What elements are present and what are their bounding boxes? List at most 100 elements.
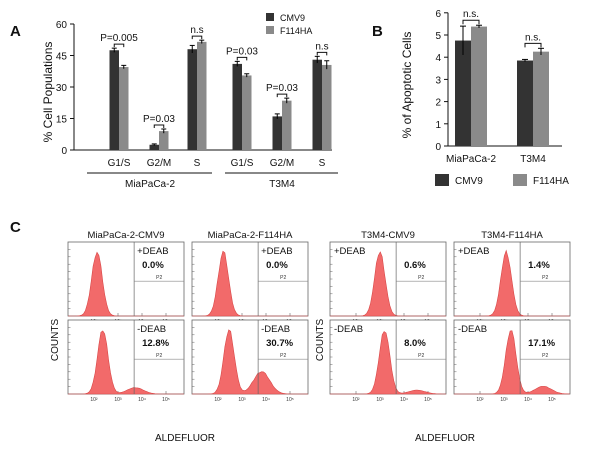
histogram-title: MiaPaCa-2-F114HA <box>208 230 293 241</box>
panel-b-y-tick-label: 2 <box>435 98 441 109</box>
panel-a-bar-f114ha <box>197 41 207 150</box>
panel-b-significance-bracket <box>524 42 542 48</box>
panel-a-bar-cmv9 <box>232 63 242 150</box>
histogram-area <box>192 250 308 317</box>
panel-b-y-tick-label: 3 <box>435 75 441 86</box>
histogram-x-tick-label: 10² <box>352 397 360 403</box>
panel-a-category-label: G2/M <box>270 158 294 169</box>
histogram-panel: 10² 10³ 10⁴ 10⁵ P2 -DEAB 8.0% <box>329 319 447 403</box>
panel-c-left-x-axis-label: ALDEFLUOR <box>155 433 215 444</box>
panel-a-bar-f114ha <box>242 75 252 150</box>
histogram-condition-label: -DEAB <box>458 324 487 335</box>
histogram-panel: 10² 10³ 10⁴ 10⁵ P2 -DEAB 12.8% <box>67 319 185 403</box>
histogram-gate-label: P2 <box>418 353 424 359</box>
histogram-percent-label: 0.0% <box>142 260 164 271</box>
panel-a-significance-label: n.s <box>190 25 203 36</box>
panel-a-y-tick-label: 15 <box>56 115 68 126</box>
panel-a-bar-f114ha <box>119 67 129 150</box>
panel-c-right-x-axis-label: ALDEFLUOR <box>415 433 475 444</box>
histogram-gate-label: P2 <box>542 353 548 359</box>
panel-b-significance-label: n.s. <box>525 32 541 43</box>
panel-b-legend: CMV9 F114HA <box>435 174 569 187</box>
panel-a-y-axis-label: % Cell Populations <box>41 42 55 143</box>
panel-b-letter: B <box>372 23 383 40</box>
panel-a-significance-label: P=0.03 <box>226 46 258 57</box>
panel-b-significance-label: n.s. <box>463 9 479 20</box>
histogram-area <box>68 251 184 317</box>
histogram-x-tick-label: 10⁵ <box>548 397 556 403</box>
histogram-x-tick-label: 10⁴ <box>400 397 408 403</box>
panel-a-bar-cmv9 <box>272 116 282 150</box>
panel-a-significance-label: P=0.005 <box>100 33 138 44</box>
histogram-condition-label: -DEAB <box>334 324 363 335</box>
panel-b-y-tick-label: 6 <box>435 9 441 20</box>
panel-a-group-label: T3M4 <box>269 179 295 190</box>
histogram-condition-label: +DEAB <box>458 246 489 257</box>
histogram-condition-label: +DEAB <box>261 246 292 257</box>
panel-c-right-y-axis-label: COUNTS <box>315 319 326 362</box>
histogram-frame <box>191 241 309 317</box>
histogram-gate-label: P2 <box>156 275 162 281</box>
panel-a-bar-f114ha <box>159 131 169 150</box>
histogram-percent-label: 17.1% <box>528 338 555 349</box>
panel-b-y-tick-label: 5 <box>435 31 441 42</box>
histogram-x-tick-label: 10³ <box>500 397 508 403</box>
panel-b: B % of Apoptotic Cells 0 1 2 3 4 5 6 MiaPaCa-2 T… <box>372 9 569 187</box>
panel-a-category-label: S <box>319 158 326 169</box>
panel-b-bar-cmv9 <box>517 60 533 146</box>
panel-a-bar-cmv9 <box>109 50 119 150</box>
panel-b-bar-cmv9 <box>455 40 471 146</box>
histogram-area <box>454 330 571 395</box>
histogram-percent-label: 8.0% <box>404 338 426 349</box>
panel-b-y-axis-label: % of Apoptotic Cells <box>400 32 414 139</box>
panel-a-y-tick-label: 45 <box>56 52 68 63</box>
panel-a-significance-bracket <box>236 56 248 61</box>
histogram-area <box>68 330 184 395</box>
panel-a-significance-label: P=0.03 <box>266 83 298 94</box>
panel-b-category-label: MiaPaCa-2 <box>446 154 496 165</box>
histogram-area <box>330 331 446 395</box>
histogram-frame <box>67 319 185 395</box>
histogram-x-tick-label: 10³ <box>238 397 246 403</box>
histogram-condition-label: +DEAB <box>137 246 168 257</box>
panel-a-legend-swatch-cmv9 <box>266 13 274 21</box>
histogram-x-tick-label: 10⁴ <box>138 397 146 403</box>
panel-a-bar-f114ha <box>282 100 292 150</box>
panel-a-legend-swatch-f114ha <box>266 26 274 34</box>
panel-a-bar-f114ha <box>322 64 332 150</box>
panel-a-category-label: G1/S <box>108 158 131 169</box>
histogram-x-tick-label: 10⁵ <box>162 397 170 403</box>
histogram-panel: 10² 10³ 10⁴ 10⁵ P2 -DEAB 30.7% <box>191 319 309 403</box>
panel-c-histograms: MiaPaCa-2-CMV9 10² 10³ 10⁴ 10⁵ P2 +DEAB 0.0% Mia… <box>67 230 571 403</box>
panel-a-bar-cmv9 <box>149 144 159 150</box>
histogram-title: T3M4-CMV9 <box>361 230 415 241</box>
histogram-condition-label: +DEAB <box>334 246 365 257</box>
panel-b-legend-swatch-f114ha <box>513 174 527 186</box>
histogram-area <box>192 329 308 395</box>
panel-c-letter: C <box>10 219 21 236</box>
panel-b-y-tick-label: 0 <box>435 142 441 153</box>
panel-b-legend-label: F114HA <box>533 176 569 187</box>
histogram-percent-label: 0.0% <box>266 260 288 271</box>
histogram-area <box>330 251 446 317</box>
histogram-area <box>454 249 570 317</box>
panel-b-category-label: T3M4 <box>520 154 546 165</box>
panel-a-category-label: G2/M <box>147 158 171 169</box>
histogram-x-tick-label: 10³ <box>376 397 384 403</box>
panel-a-group-label: MiaPaCa-2 <box>125 179 175 190</box>
panel-a-significance-bracket <box>191 35 203 40</box>
panel-c: C COUNTS COUNTS ALDEFLUOR ALDEFLUOR MiaP… <box>10 219 571 444</box>
histogram-condition-label: -DEAB <box>261 324 290 335</box>
panel-a-significance-bracket <box>113 43 125 48</box>
panel-b-legend-label: CMV9 <box>455 176 483 187</box>
histogram-gate-label: P2 <box>542 275 548 281</box>
panel-a-letter: A <box>10 23 21 40</box>
panel-a-significance-label: P=0.03 <box>143 114 175 125</box>
panel-b-bar-f114ha <box>471 26 487 147</box>
panel-a-significance-bracket <box>153 124 165 128</box>
panel-b-significance-bracket <box>462 19 480 25</box>
